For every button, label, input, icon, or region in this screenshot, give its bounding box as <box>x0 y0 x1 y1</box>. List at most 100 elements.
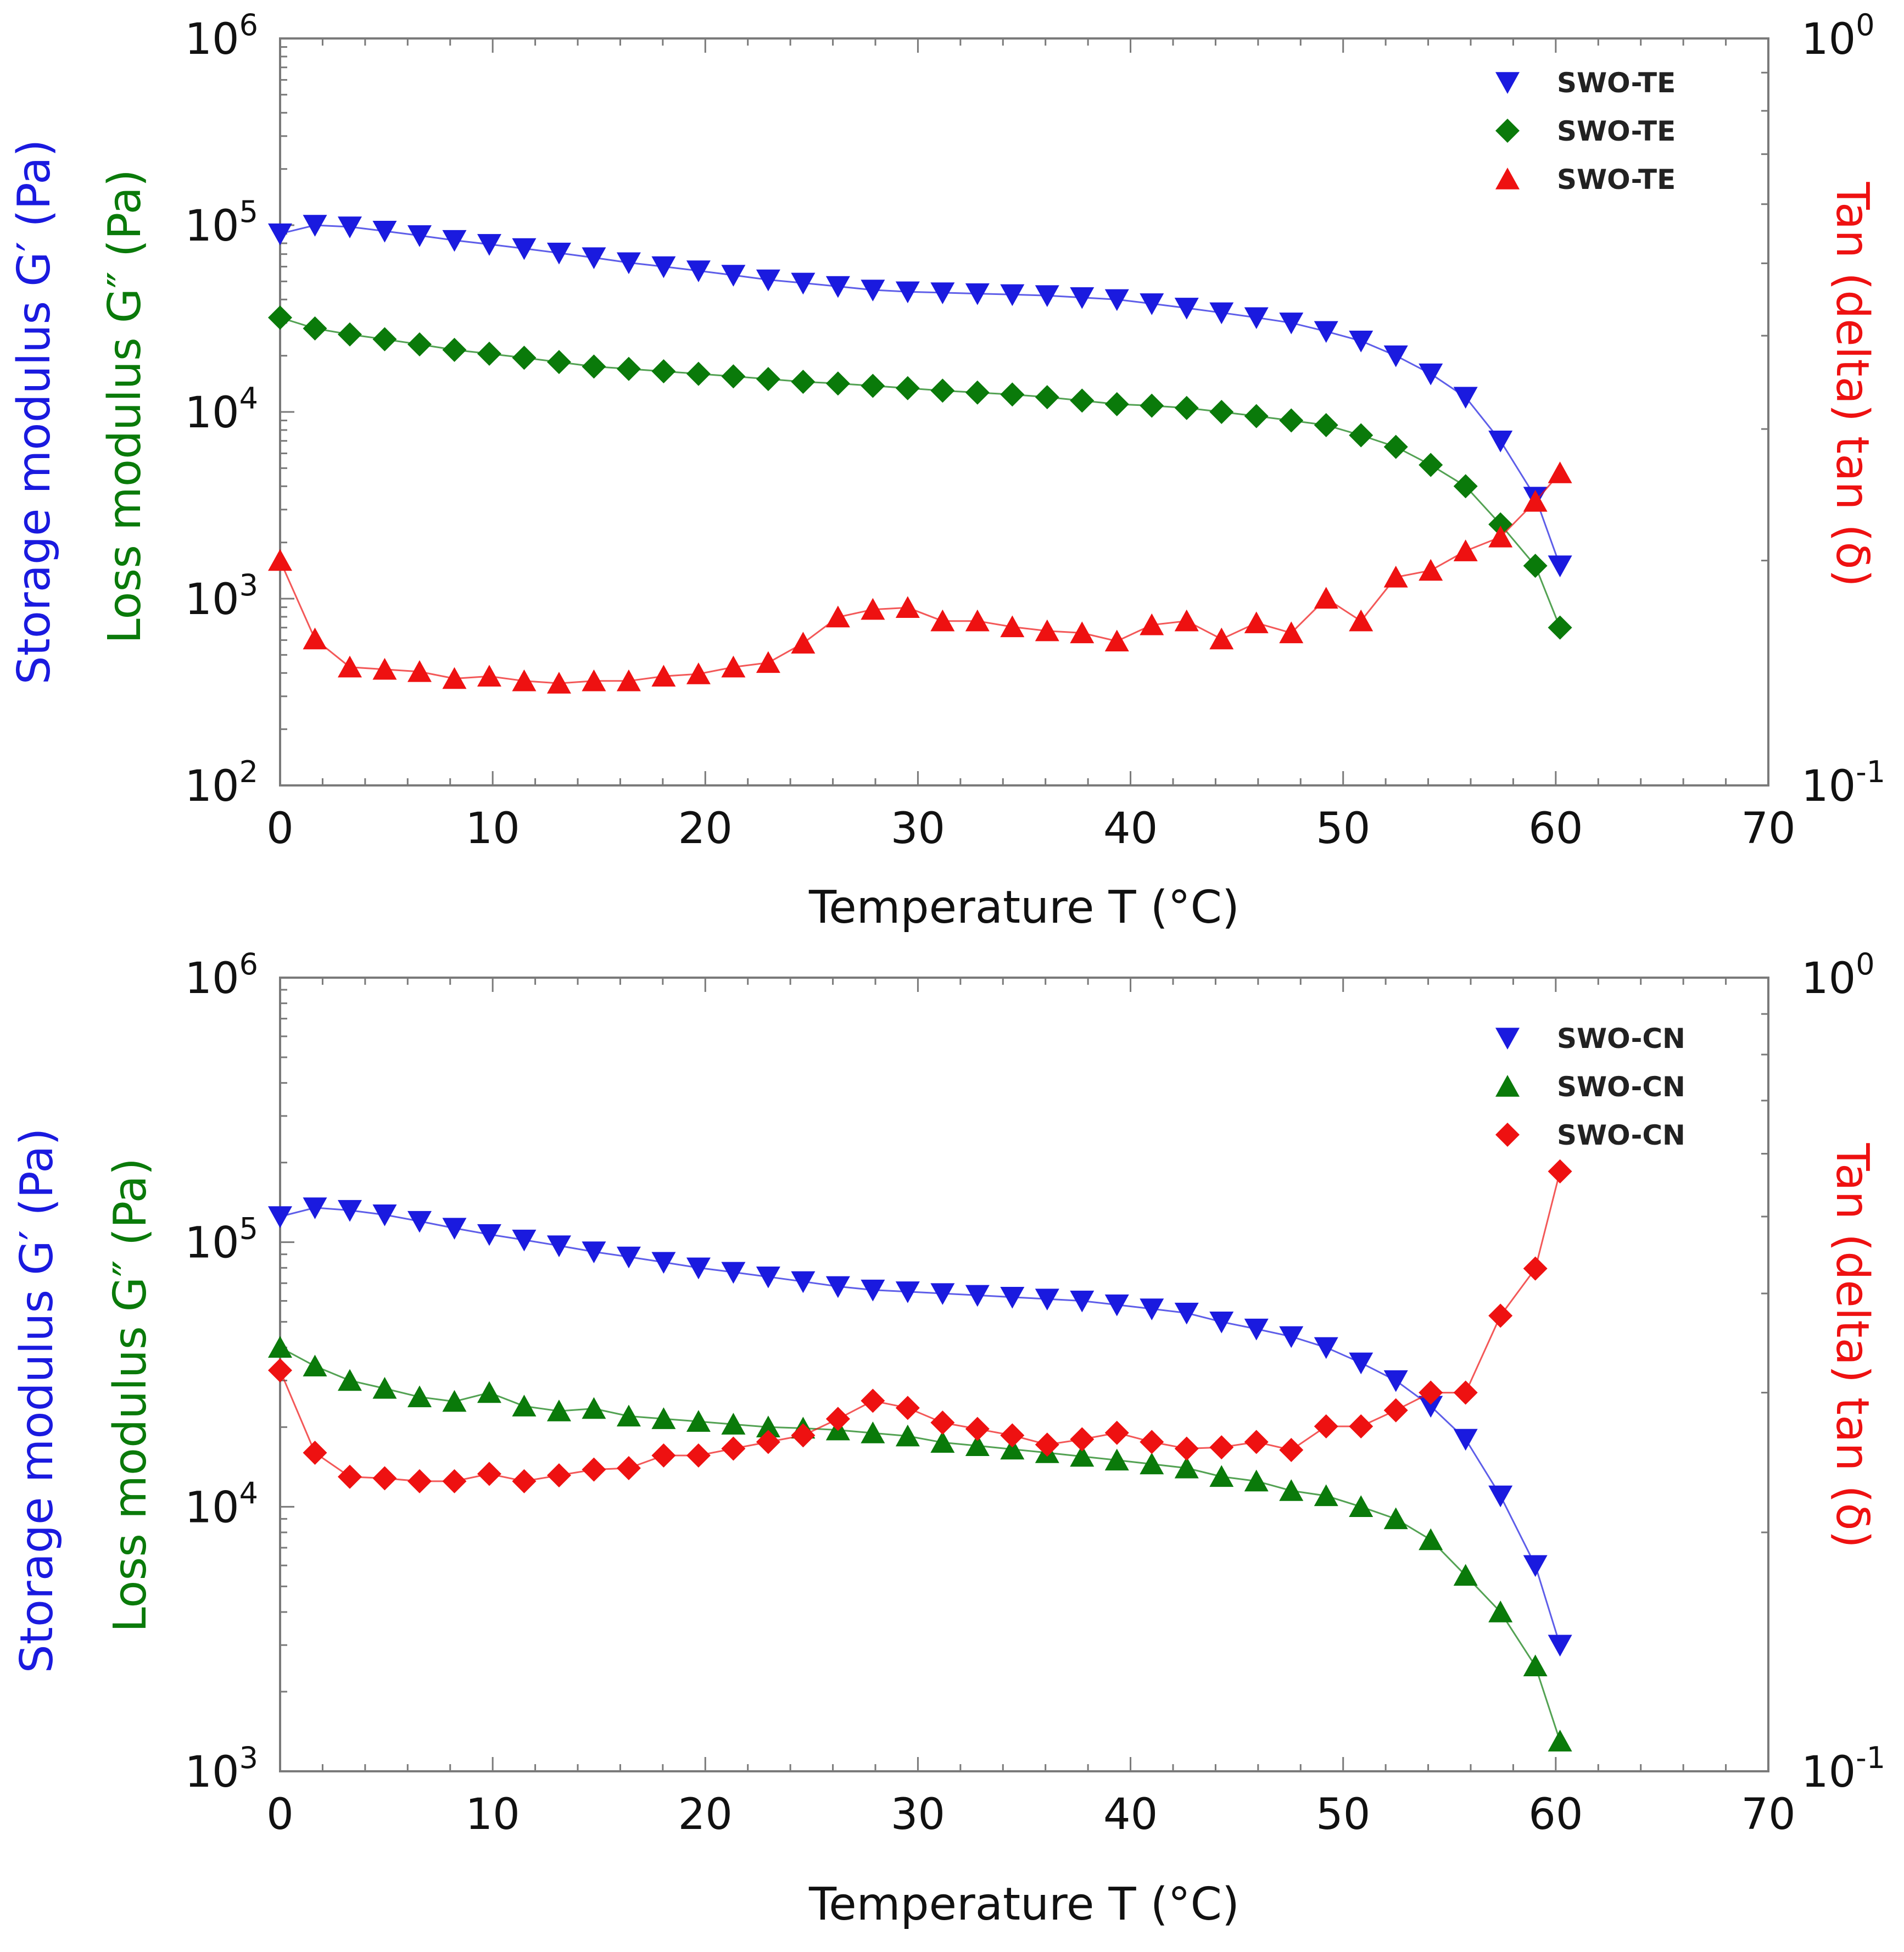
legend-label: SWO-TE <box>1557 67 1676 99</box>
legend-marker-loss-modulus <box>1495 1075 1520 1097</box>
legend-marker-tan-delta <box>1495 1123 1520 1147</box>
storage-modulus-point <box>651 1252 676 1274</box>
tan-delta-point <box>1244 611 1269 633</box>
tan-delta-point <box>1070 1427 1095 1452</box>
loss-modulus-point <box>1104 392 1129 416</box>
y-right-tick-label: 100 <box>1801 8 1875 64</box>
storage-modulus-point <box>1070 1290 1095 1313</box>
tan-delta-point <box>825 1407 850 1431</box>
y-left-tick-label: 102 <box>185 755 258 811</box>
storage-modulus-point <box>512 238 537 260</box>
legend: SWO-TE SWO-TE SWO-TE <box>1495 67 1676 196</box>
storage-modulus-point <box>791 1271 816 1293</box>
storage-modulus-point <box>756 1266 780 1289</box>
loss-modulus-point <box>1174 395 1199 420</box>
storage-modulus-point <box>686 260 711 282</box>
loss-modulus-point <box>407 1385 432 1408</box>
loss-modulus-point <box>582 1397 606 1419</box>
storage-modulus-point <box>861 280 885 302</box>
chart-panel-bottom: 0 10 20 30 40 50 60 70 103 104 105 106 10-1 100 SWO… <box>11 947 1885 1931</box>
x-tick-labels: 0 10 20 30 40 50 60 70 <box>266 804 1795 854</box>
tan-delta-point <box>1140 1430 1164 1454</box>
x-tick-label: 10 <box>466 804 520 854</box>
x-tick-label: 20 <box>678 1790 733 1839</box>
tan-delta-point <box>1209 1435 1234 1460</box>
tan-delta-point <box>372 657 397 680</box>
storage-modulus-point <box>582 1241 606 1264</box>
tan-delta-point <box>546 672 571 694</box>
tan-delta-point <box>337 1464 362 1489</box>
y-axis-title-storage: Storage modulus G′ (Pa) <box>8 140 60 685</box>
storage-modulus-point <box>1174 1302 1199 1325</box>
x-tick-label: 40 <box>1103 804 1158 854</box>
loss-modulus-point <box>372 1377 397 1399</box>
x-tick-label: 30 <box>891 1790 945 1839</box>
tan-delta-point <box>1279 1438 1304 1463</box>
loss-modulus-point <box>651 359 676 384</box>
tan-delta-point <box>825 605 850 628</box>
loss-modulus-point <box>1383 434 1408 459</box>
tan-delta-point <box>1000 1423 1025 1448</box>
storage-modulus-point <box>965 283 990 305</box>
loss-modulus-point <box>1104 1448 1129 1471</box>
loss-modulus-point <box>1174 1457 1199 1479</box>
loss-modulus-point <box>1209 1465 1234 1487</box>
tan-delta-point <box>1523 490 1548 512</box>
tan-delta-point <box>1523 1256 1548 1281</box>
x-tick-label: 40 <box>1103 1790 1158 1839</box>
storage-modulus-point <box>651 256 676 278</box>
tan-delta-point <box>512 1469 537 1493</box>
tan-delta-point <box>651 665 676 687</box>
tan-delta-point <box>546 1463 571 1488</box>
x-tick-label: 10 <box>466 1790 520 1839</box>
loss-modulus-point <box>616 356 641 381</box>
y-left-tick-label: 104 <box>185 381 258 438</box>
loss-modulus-point <box>756 367 780 392</box>
storage-modulus-point <box>546 242 571 265</box>
tan-delta-point <box>1174 1436 1199 1461</box>
storage-modulus-point <box>616 1246 641 1269</box>
loss-modulus-point <box>1349 1495 1373 1518</box>
loss-modulus-point <box>861 1421 885 1443</box>
loss-modulus-point <box>1000 1437 1025 1460</box>
loss-modulus-point <box>303 1354 327 1377</box>
tan-delta-point <box>1209 627 1234 650</box>
tan-delta-point <box>1488 525 1513 548</box>
x-tick-label: 30 <box>891 804 945 854</box>
tan-delta-point <box>861 598 885 620</box>
axis-ticks <box>279 37 1769 787</box>
tan-delta-point <box>268 1358 292 1383</box>
loss-modulus-point <box>1453 1564 1478 1586</box>
storage-modulus-point <box>1453 387 1478 409</box>
y-axis-title-tan: Tan (delta) tan (δ) <box>1826 1142 1878 1548</box>
tan-delta-point <box>1174 609 1199 632</box>
x-tick-label: 20 <box>678 804 733 854</box>
y-right-tick-label: 10-1 <box>1801 755 1885 811</box>
loss-modulus-point <box>1070 1445 1095 1467</box>
storage-modulus-point <box>1035 285 1059 307</box>
storage-modulus-point <box>407 225 432 247</box>
loss-modulus-point <box>582 354 606 379</box>
storage-modulus-point <box>1419 1396 1443 1418</box>
storage-modulus-point <box>1488 430 1513 453</box>
loss-modulus-point <box>651 1407 676 1429</box>
y-left-tick-label: 103 <box>185 568 258 624</box>
legend-label: SWO-TE <box>1557 164 1676 196</box>
storage-modulus-point <box>1209 302 1234 325</box>
loss-modulus-point <box>965 380 990 405</box>
y-right-tick-label: 10-1 <box>1801 1741 1885 1797</box>
loss-modulus-point <box>965 1434 990 1457</box>
storage-modulus-point <box>477 1224 501 1246</box>
loss-modulus-point <box>1349 423 1373 448</box>
tan-delta-point <box>442 667 467 689</box>
axis-ticks <box>279 977 1769 1772</box>
loss-modulus-point <box>372 327 397 352</box>
tan-delta-point <box>1140 613 1164 635</box>
storage-modulus-point <box>268 1206 292 1228</box>
storage-modulus-point <box>268 223 292 246</box>
storage-modulus-point <box>1453 1429 1478 1451</box>
y-axis-title-storage: Storage modulus G′ (Pa) <box>11 1128 63 1674</box>
tan-delta-point <box>1383 1398 1408 1423</box>
tan-delta-point <box>1548 1159 1572 1184</box>
